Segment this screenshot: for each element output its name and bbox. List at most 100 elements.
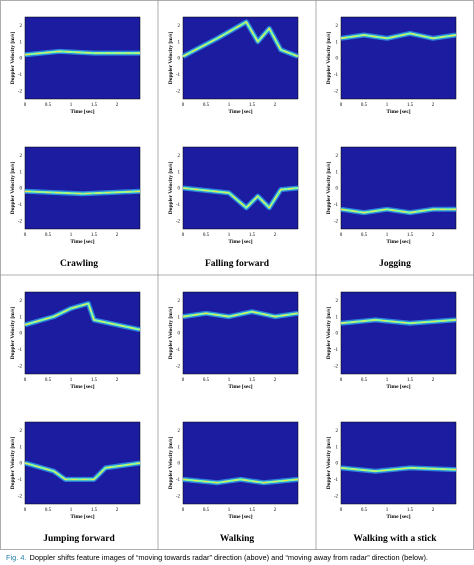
x-tick-label: 2 [116, 103, 119, 108]
x-tick-label: 0 [340, 233, 343, 238]
y-tick-label: -2 [176, 90, 181, 95]
signature-core [182, 21, 299, 57]
y-tick-label: 1 [20, 170, 23, 175]
y-tick-label: -1 [334, 348, 339, 353]
y-tick-label: 2 [178, 429, 181, 434]
x-tick-label: 2 [116, 233, 119, 238]
y-tick-label: -2 [18, 90, 23, 95]
plot-area [340, 16, 457, 100]
y-tick-label: 1 [20, 445, 23, 450]
y-tick-label: 2 [178, 24, 181, 29]
x-tick-label: 0 [340, 103, 343, 108]
x-tick-label: 1 [228, 378, 231, 383]
x-tick-label: 0 [340, 508, 343, 513]
x-tick-label: 2 [432, 378, 435, 383]
x-tick-label: 0 [24, 103, 27, 108]
y-axis-label: Doppler Velocity [m/s] [168, 437, 174, 490]
x-axis-label: Time [sec] [70, 384, 94, 390]
y-tick-label: -1 [18, 73, 23, 78]
y-axis-label: Doppler Velocity [m/s] [10, 32, 16, 85]
x-tick-label: 2 [274, 508, 277, 513]
x-tick-label: 1.5 [249, 508, 256, 513]
y-tick-label: 2 [20, 429, 23, 434]
y-tick-label: 0 [178, 332, 181, 337]
x-tick-label: 1 [386, 378, 389, 383]
y-tick-label: -2 [176, 220, 181, 225]
x-tick-label: 2 [432, 103, 435, 108]
x-tick-label: 1 [70, 233, 73, 238]
x-tick-label: 0 [24, 233, 27, 238]
signature-core [24, 462, 141, 480]
y-tick-label: 1 [178, 40, 181, 45]
y-axis-label: Doppler Velocity [m/s] [326, 307, 332, 360]
y-tick-label: 2 [20, 154, 23, 159]
y-tick-label: -1 [18, 203, 23, 208]
signature-core [24, 50, 140, 56]
signature-core [340, 467, 457, 472]
x-tick-label: 0.5 [45, 103, 52, 108]
spectrogram: 2 1 0 -1 -2 0 0.5 1 1.5 2 Time [sec] Doppler Veloci… [10, 291, 141, 390]
y-axis-label: Doppler Velocity [m/s] [168, 32, 174, 85]
y-tick-label: 1 [178, 445, 181, 450]
y-tick-label: 0 [20, 332, 23, 337]
y-tick-label: 1 [336, 445, 339, 450]
spectrogram: 2 1 0 -1 -2 0 0.5 1 1.5 2 Time [sec] Doppler Veloci… [10, 16, 141, 115]
x-tick-label: 0 [182, 378, 185, 383]
y-tick-label: 0 [20, 57, 23, 62]
y-tick-label: 0 [178, 187, 181, 192]
y-tick-label: 0 [178, 462, 181, 467]
y-axis-label: Doppler Velocity [m/s] [10, 162, 16, 215]
x-tick-label: 0.5 [45, 378, 52, 383]
x-tick-label: 1.5 [91, 378, 98, 383]
x-axis-label: Time [sec] [70, 514, 94, 520]
x-axis-label: Time [sec] [386, 239, 410, 245]
y-axis-label: Doppler Velocity [m/s] [326, 32, 332, 85]
y-tick-label: 1 [20, 315, 23, 320]
signature-core [340, 319, 457, 324]
x-axis-label: Time [sec] [228, 514, 252, 520]
x-axis-label: Time [sec] [70, 239, 94, 245]
x-tick-label: 1.5 [407, 508, 414, 513]
x-axis-label: Time [sec] [228, 239, 252, 245]
signature [182, 310, 299, 318]
x-tick-label: 1.5 [407, 233, 414, 238]
y-tick-label: 1 [336, 170, 339, 175]
y-tick-label: 1 [336, 315, 339, 320]
plot-area [340, 421, 457, 505]
y-tick-label: 0 [336, 462, 339, 467]
x-tick-label: 0.5 [361, 233, 368, 238]
caption-text: Doppler shifts feature images of “moving… [30, 553, 428, 562]
y-tick-label: -2 [176, 365, 181, 370]
y-tick-label: 0 [336, 57, 339, 62]
x-tick-label: 1.5 [91, 103, 98, 108]
y-tick-label: 2 [336, 154, 339, 159]
y-tick-label: -1 [334, 73, 339, 78]
y-axis-label: Doppler Velocity [m/s] [326, 437, 332, 490]
x-tick-label: 1.5 [407, 103, 414, 108]
signature [340, 208, 456, 214]
x-tick-label: 2 [116, 508, 119, 513]
x-tick-label: 0.5 [203, 378, 210, 383]
y-tick-label: -1 [176, 478, 181, 483]
x-tick-label: 0 [24, 378, 27, 383]
x-tick-label: 0.5 [361, 508, 368, 513]
x-tick-label: 0 [182, 233, 185, 238]
x-tick-label: 0.5 [45, 508, 52, 513]
y-tick-label: 0 [20, 462, 23, 467]
spectrogram: 2 1 0 -1 -2 0 0.5 1 1.5 2 Time [sec] Doppler Veloci… [10, 146, 141, 245]
y-tick-label: 0 [336, 332, 339, 337]
x-tick-label: 0.5 [203, 508, 210, 513]
x-tick-label: 2 [432, 508, 435, 513]
x-axis-label: Time [sec] [386, 514, 410, 520]
x-tick-label: 1 [386, 233, 389, 238]
y-tick-label: 1 [178, 315, 181, 320]
x-tick-label: 1.5 [407, 378, 414, 383]
spectrogram: 2 1 0 -1 -2 0 0.5 1 1.5 2 Time [sec] Doppler Veloci… [326, 291, 457, 390]
x-tick-label: 1 [228, 508, 231, 513]
plot-area [182, 16, 299, 100]
x-tick-label: 1 [228, 233, 231, 238]
y-axis-label: Doppler Velocity [m/s] [326, 162, 332, 215]
y-axis-label: Doppler Velocity [m/s] [10, 437, 16, 490]
x-tick-label: 0 [24, 508, 27, 513]
y-tick-label: 0 [336, 187, 339, 192]
